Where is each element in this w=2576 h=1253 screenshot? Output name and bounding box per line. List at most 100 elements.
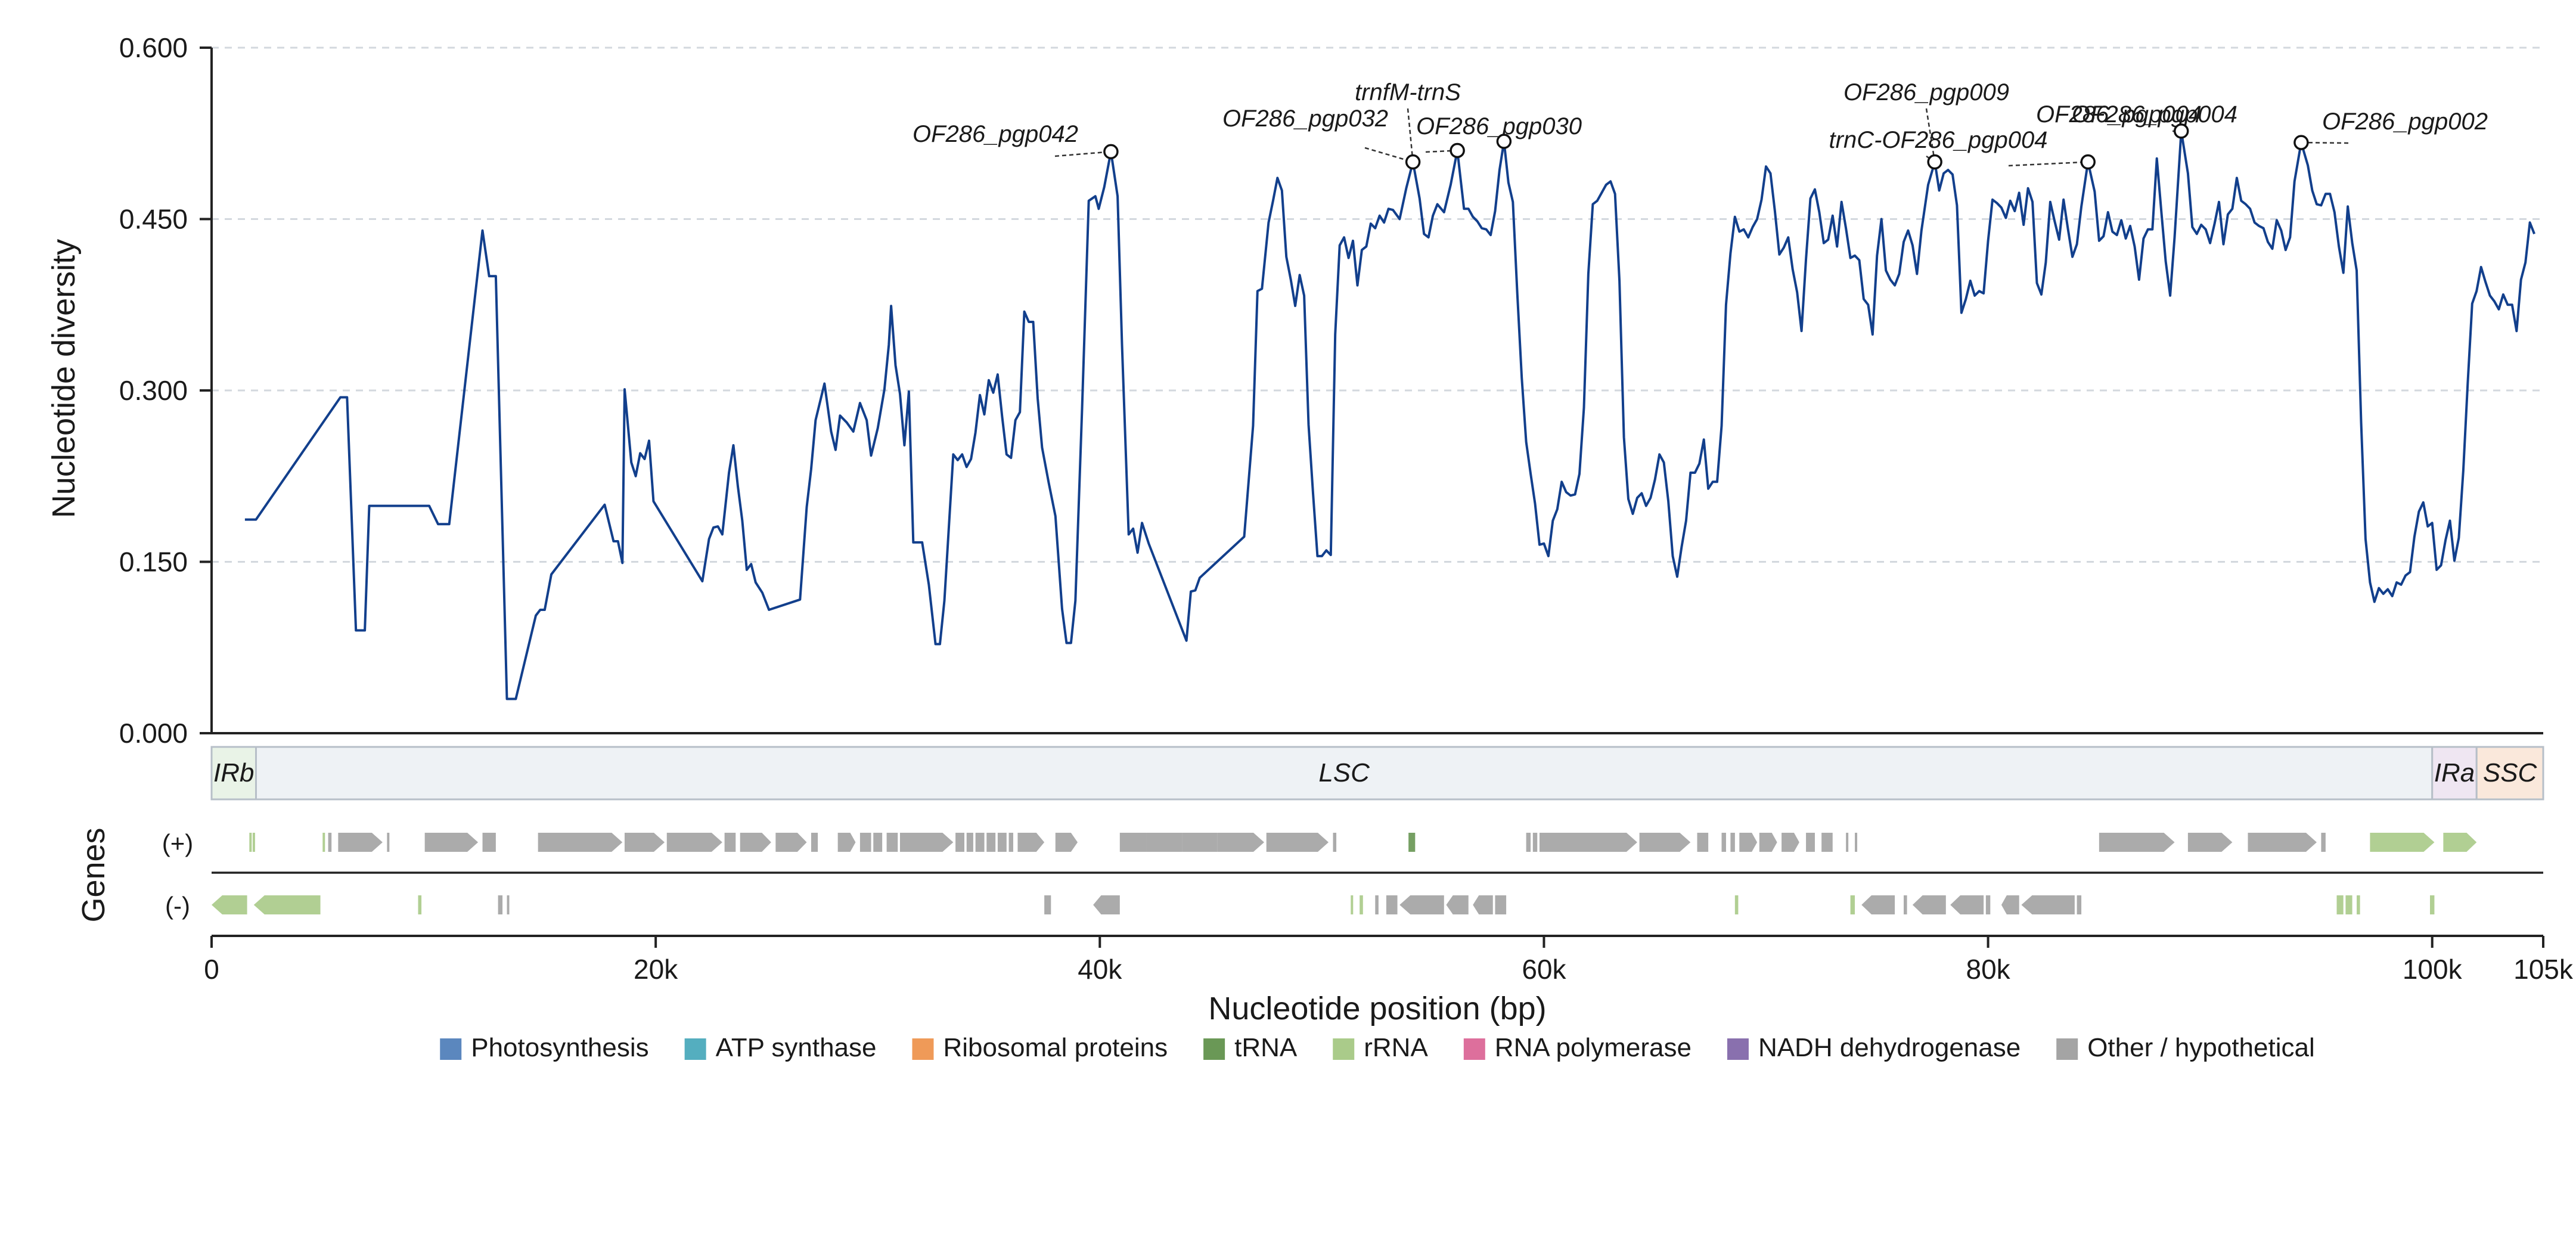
y-tick-label: 0.000	[119, 718, 188, 749]
gene-feature	[1182, 833, 1218, 852]
gene-track-label: Genes	[76, 827, 111, 922]
legend-label: NADH dehydrogenase	[1758, 1033, 2021, 1062]
x-tick-label: 40k	[1078, 954, 1122, 985]
gene-feature	[2345, 895, 2352, 914]
gene-feature	[666, 833, 722, 852]
annotation-label: trnC-OF286_pgp004	[1829, 127, 2048, 153]
gene-feature	[1912, 895, 1946, 914]
y-tick-label: 0.300	[119, 375, 188, 406]
gene-feature	[724, 833, 736, 852]
gene-feature	[2336, 895, 2344, 914]
gene-feature	[1846, 833, 1849, 852]
peak-marker	[2173, 123, 2189, 139]
x-axis: 0 20k 40k 60k 80k 100k 105k Nucleotide position…	[204, 935, 2574, 1026]
y-axis-label: Nucleotide diversity	[46, 239, 82, 518]
legend-swatch	[2056, 1038, 2078, 1060]
gene-feature	[624, 833, 665, 852]
region-label: IRa	[2434, 758, 2475, 787]
x-tick-label: 100k	[2403, 954, 2463, 985]
gene-feature	[886, 833, 898, 852]
legend-swatch	[1333, 1038, 1355, 1060]
gene-feature	[1739, 833, 1758, 852]
peak-marker	[1450, 142, 1465, 159]
gene-feature	[997, 833, 1007, 852]
annotation-leader	[1054, 151, 1112, 157]
gene-feature	[1146, 833, 1183, 852]
gene-feature	[1008, 833, 1013, 852]
gene-feature	[252, 833, 255, 852]
gene-feature	[482, 833, 496, 852]
gene-feature	[424, 833, 479, 852]
peak-marker	[2080, 154, 2096, 170]
region-label: SSC	[2483, 758, 2538, 787]
gene-feature	[1782, 833, 1799, 852]
y-tick-label: 0.150	[119, 547, 188, 578]
legend-label: ATP synthase	[716, 1033, 877, 1062]
x-axis-label: Nucleotide position (bp)	[1208, 991, 1546, 1026]
gene-feature	[328, 833, 332, 852]
gene-feature	[2077, 895, 2082, 914]
y-tick-label: 0.450	[119, 204, 188, 235]
gene-feature	[1360, 895, 1363, 914]
gene-feature	[1055, 833, 1078, 852]
gene-feature	[2001, 895, 2019, 914]
region-lsc	[255, 746, 2434, 801]
gene-feature	[1386, 895, 1398, 914]
gene-feature	[986, 833, 996, 852]
region-label: LSC	[1318, 758, 1370, 787]
gene-feature	[2021, 895, 2075, 914]
gene-feature	[1532, 833, 1538, 852]
annotation-leader	[1925, 108, 1936, 162]
gene-feature	[740, 833, 771, 852]
gene-feature	[2187, 833, 2233, 852]
legend-label: rRNA	[1364, 1033, 1428, 1062]
gene-feature	[1217, 833, 1264, 852]
annotation-label: OF286_pgp009	[1843, 79, 2009, 106]
gene-feature	[1697, 833, 1709, 852]
gene-feature	[975, 833, 985, 852]
gene-feature	[1093, 895, 1120, 914]
gene-feature	[253, 895, 321, 914]
annotation-label: OF286_pgp002	[2322, 108, 2488, 135]
gene-feature	[1044, 895, 1051, 914]
legend-label: tRNA	[1234, 1033, 1298, 1062]
gene-track: (+) (-) Genes	[76, 827, 2543, 923]
legend-swatch	[912, 1038, 934, 1060]
gene-feature	[1539, 833, 1637, 852]
gene-feature	[322, 833, 325, 852]
gene-feature	[1399, 895, 1444, 914]
gene-feature	[859, 833, 871, 852]
grid-lines	[212, 46, 2543, 563]
legend-label: RNA polymerase	[1495, 1033, 1692, 1062]
peak-marker	[1927, 154, 1942, 170]
region-ira	[2431, 746, 2478, 801]
annotation-label: OF286_pgp032	[1222, 106, 1388, 132]
gene-feature	[498, 895, 503, 914]
annotation-leader	[1425, 150, 1458, 153]
x-tick-label: 60k	[1522, 954, 1566, 985]
gene-feature	[955, 833, 965, 852]
gene-feature	[1526, 833, 1531, 852]
gene-feature	[1985, 895, 1991, 914]
gene-feature	[1473, 895, 1493, 914]
gene-feature	[2321, 833, 2326, 852]
peak-marker	[2293, 135, 2309, 150]
region-irb	[210, 746, 257, 801]
gene-feature	[507, 895, 510, 914]
legend-swatch	[1203, 1038, 1225, 1060]
gene-feature	[1730, 833, 1735, 852]
peak-marker	[1103, 144, 1119, 160]
annotation-label: OF286_pgp030	[1416, 113, 1582, 139]
region-ssc	[2475, 746, 2544, 801]
gene-feature	[1903, 895, 1907, 914]
gene-feature	[837, 833, 856, 852]
gene-feature	[1855, 833, 1858, 852]
gene-feature	[1759, 833, 1777, 852]
legend-swatch	[1727, 1038, 1749, 1060]
gene-feature	[811, 833, 818, 852]
legend-label: Ribosomal proteins	[943, 1033, 1168, 1062]
gene-feature	[899, 833, 954, 852]
gene-feature	[1446, 895, 1469, 914]
